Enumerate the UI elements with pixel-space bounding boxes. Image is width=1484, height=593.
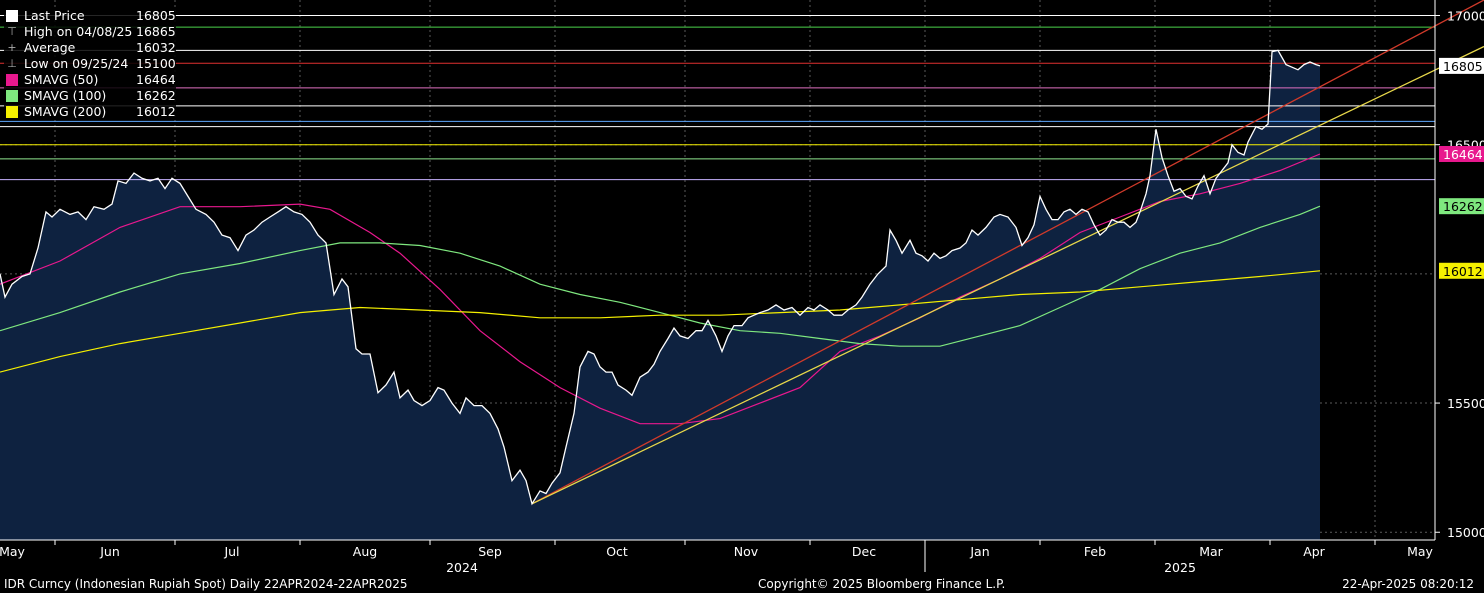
y-tick-label: 15000 bbox=[1447, 525, 1484, 540]
price-tag-label: 16805 bbox=[1443, 59, 1483, 74]
legend-swatch bbox=[6, 90, 18, 102]
x-month-label: Oct bbox=[606, 544, 628, 559]
legend-label: SMAVG (50) bbox=[24, 72, 99, 87]
price-tag-label: 16262 bbox=[1443, 199, 1483, 214]
footer-ticker: IDR Curncy (Indonesian Rupiah Spot) Dail… bbox=[4, 577, 408, 591]
price-tag-bg bbox=[1439, 145, 1484, 162]
price-tag-bg bbox=[1439, 262, 1484, 279]
trendline bbox=[531, 45, 1484, 505]
x-month-label: Feb bbox=[1084, 544, 1106, 559]
trendline bbox=[531, 0, 1484, 505]
price-tag-bg bbox=[1439, 57, 1484, 74]
legend: Last Price 16805 ⊤ High on 04/08/25 16865 + Av… bbox=[4, 8, 176, 120]
ma-line bbox=[0, 205, 1321, 347]
legend-value: 15100 bbox=[136, 56, 176, 71]
legend-label: High on 04/08/25 bbox=[24, 24, 133, 39]
x-year-label: 2024 bbox=[446, 560, 478, 575]
y-tick-label: 15500 bbox=[1447, 396, 1484, 411]
legend-swatch bbox=[6, 106, 18, 118]
legend-value: 16464 bbox=[136, 72, 176, 87]
price-tag-bg bbox=[1439, 198, 1484, 215]
price-tag-label: 16012 bbox=[1443, 264, 1483, 279]
x-month-label: Aug bbox=[353, 544, 377, 559]
legend-swatch bbox=[6, 74, 18, 86]
x-month-label: Jul bbox=[223, 544, 239, 559]
y-tick-label: 17000 bbox=[1447, 9, 1484, 24]
legend-value: 16262 bbox=[136, 88, 176, 103]
x-month-label: May bbox=[1407, 544, 1433, 559]
legend-row: + Average 16032 bbox=[6, 40, 176, 56]
x-month-label: Jan bbox=[969, 544, 989, 559]
legend-label: SMAVG (200) bbox=[24, 104, 107, 119]
legend-label: SMAVG (100) bbox=[24, 88, 107, 103]
price-line bbox=[0, 49, 1321, 506]
price-tag-label: 16464 bbox=[1443, 147, 1483, 162]
legend-row: Last Price 16805 bbox=[6, 8, 176, 24]
x-month-label: Sep bbox=[478, 544, 502, 559]
x-year-label: 2025 bbox=[1164, 560, 1196, 575]
high-marker-icon: ⊤ bbox=[7, 25, 17, 38]
x-month-label: Dec bbox=[852, 544, 876, 559]
x-month-label: Mar bbox=[1199, 544, 1223, 559]
footer-timestamp: 22-Apr-2025 08:20:12 bbox=[1342, 577, 1474, 591]
horizontal-levels bbox=[0, 15, 1435, 181]
footer-copyright: Copyright© 2025 Bloomberg Finance L.P. bbox=[758, 577, 1006, 591]
x-month-label: Jun bbox=[99, 544, 120, 559]
legend-row: ⊥ Low on 09/25/24 15100 bbox=[6, 56, 176, 72]
legend-value: 16865 bbox=[136, 24, 176, 39]
ma-line bbox=[0, 270, 1321, 373]
price-area bbox=[0, 50, 1320, 541]
trendlines bbox=[531, 0, 1484, 505]
price-area-fill bbox=[0, 50, 1320, 541]
legend-value: 16805 bbox=[136, 8, 176, 23]
legend-row: SMAVG (100) 16262 bbox=[6, 88, 176, 104]
low-marker-icon: ⊥ bbox=[7, 57, 17, 70]
avg-marker-icon: + bbox=[7, 41, 17, 54]
x-month-label: Nov bbox=[734, 544, 759, 559]
price-series-line bbox=[0, 49, 1321, 506]
legend-value: 16012 bbox=[136, 104, 176, 119]
legend-row: SMAVG (200) 16012 bbox=[6, 104, 176, 120]
x-month-label: Apr bbox=[1303, 544, 1325, 559]
legend-row: SMAVG (50) 16464 bbox=[6, 72, 176, 88]
legend-value: 16032 bbox=[136, 40, 176, 55]
price-tags: 16805 16464 16262 16012 bbox=[1439, 57, 1484, 279]
legend-label: Average bbox=[24, 40, 76, 55]
legend-label: Low on 09/25/24 bbox=[24, 56, 129, 71]
legend-label: Last Price bbox=[24, 8, 85, 23]
x-axis: May Jun Jul Aug Sep Oct Nov Dec Jan Feb Mar Apr May 2… bbox=[0, 539, 1435, 575]
x-month-label: May bbox=[0, 544, 26, 559]
legend-row: ⊤ High on 04/08/25 16865 bbox=[6, 24, 176, 40]
legend-swatch bbox=[6, 10, 18, 22]
